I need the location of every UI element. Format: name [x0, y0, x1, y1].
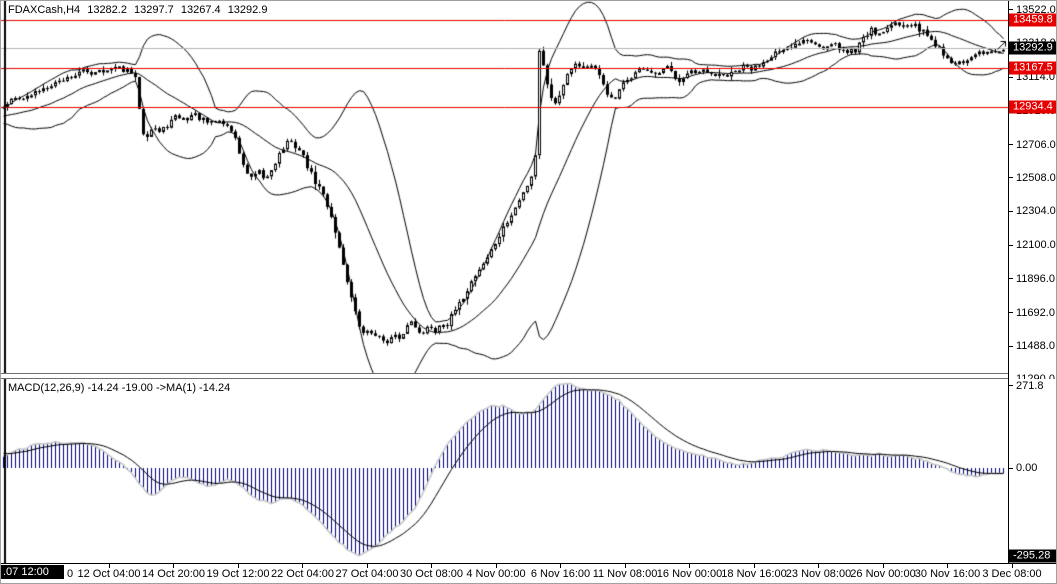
time-tick-mark	[560, 564, 561, 568]
time-tick-mark	[431, 564, 432, 568]
price-tick-label: 11488.0	[1016, 340, 1055, 353]
time-axis-label: 6 Nov 16:00	[530, 568, 591, 580]
price-tick-label: 11896.0	[1016, 272, 1055, 285]
price-tick-mark	[1009, 346, 1013, 347]
time-tick-mark	[625, 564, 626, 568]
last-price-badge: 13292.9	[1009, 41, 1056, 55]
time-axis-label: 27 Oct 04:00	[335, 568, 399, 580]
time-axis-label: 26 Nov 00:00	[850, 568, 916, 580]
time-tick-mark	[1012, 564, 1013, 568]
time-axis-label: 30 Nov 16:00	[914, 568, 981, 580]
time-tick-mark	[238, 564, 239, 568]
time-axis-label: 22 Oct 04:00	[271, 568, 334, 580]
time-axis[interactable]: .07 12:00 0 12 Oct 04:00 14 Oct 20:00 19 O…	[1, 564, 1056, 583]
time-tick-mark	[754, 564, 755, 568]
symbol-timeframe: FDAXCash,H4	[8, 4, 81, 16]
ohlc-high: 13297.7	[134, 4, 174, 16]
time-tick-mark	[818, 564, 819, 568]
time-axis-label: 16 Nov 00:00	[656, 568, 723, 580]
price-tick-label: 13522.0	[1016, 3, 1056, 16]
price-tick-label: 12304.0	[1016, 205, 1056, 218]
price-tick-mark	[1009, 77, 1013, 78]
time-axis-label: 11 Nov 08:00	[592, 568, 658, 580]
time-axis-label: 14 Oct 20:00	[142, 568, 205, 580]
price-tick-mark	[1009, 9, 1013, 10]
time-axis-label: 18 Nov 16:00	[721, 568, 787, 580]
level-price-badge: 12934.4	[1009, 100, 1056, 114]
macd-tick-mark	[1009, 385, 1013, 386]
time-axis-separator	[1, 563, 1056, 564]
time-tick-mark	[947, 564, 948, 568]
time-axis-label: 12 Oct 04:00	[77, 568, 141, 580]
time-tick-mark	[367, 564, 368, 568]
price-tick-label: 11692.0	[1016, 306, 1055, 319]
ohlc-low: 13267.4	[180, 4, 221, 16]
ohlc-close: 13292.9	[227, 4, 268, 16]
price-tick-label: 12706.0	[1016, 138, 1056, 151]
price-tick-label: 12508.0	[1016, 171, 1056, 184]
chart-title: FDAXCash,H4 13282.2 13297.7 13267.4 1329…	[8, 4, 271, 16]
time-tick-mark	[302, 564, 303, 568]
time-axis-partial-label: 0	[67, 568, 74, 580]
time-tick-mark	[109, 564, 110, 568]
price-axis-separator	[1008, 1, 1009, 563]
price-tick-label: 12100.0	[1016, 239, 1056, 252]
time-tick-mark	[173, 564, 174, 568]
macd-min-badge: -295.28	[1009, 549, 1056, 563]
price-tick-mark	[1009, 312, 1013, 313]
price-axis[interactable]: 13522.013318.013114.012910.012706.012508…	[1009, 1, 1056, 385]
time-axis-label: 3 Dec 08:00	[982, 568, 1042, 580]
macd-tick-label: 0.00	[1016, 462, 1038, 474]
macd-indicator-canvas[interactable]	[1, 379, 1008, 563]
macd-tick-label: 271.8	[1016, 379, 1044, 392]
level-price-badge: 13459.8	[1009, 13, 1056, 27]
time-tick-mark	[689, 564, 690, 568]
time-tick-mark	[883, 564, 884, 568]
macd-tick-mark	[1009, 468, 1013, 469]
price-tick-mark	[1009, 211, 1013, 212]
macd-axis[interactable]: 271.8 0.00 -295.28	[1009, 379, 1056, 563]
vertical-line-time-badge: .07 12:00	[1, 565, 64, 579]
price-chart-canvas[interactable]	[1, 1, 1008, 373]
level-price-badge: 13167.5	[1009, 61, 1056, 75]
macd-indicator-label: MACD(12,26,9) -14.24 -19.00 ->MA(1) -14.…	[8, 382, 231, 394]
price-tick-mark	[1009, 177, 1013, 178]
price-tick-mark	[1009, 245, 1013, 246]
time-tick-mark	[496, 564, 497, 568]
time-axis-label: 23 Nov 08:00	[785, 568, 852, 580]
ohlc-open: 13282.2	[87, 4, 127, 16]
price-tick-mark	[1009, 144, 1013, 145]
time-axis-label: 30 Oct 08:00	[400, 568, 463, 580]
time-axis-label: 19 Oct 12:00	[206, 568, 270, 580]
price-tick-mark	[1009, 278, 1013, 279]
time-axis-label: 4 Nov 00:00	[466, 568, 526, 580]
pane-divider[interactable]	[1, 373, 1008, 379]
